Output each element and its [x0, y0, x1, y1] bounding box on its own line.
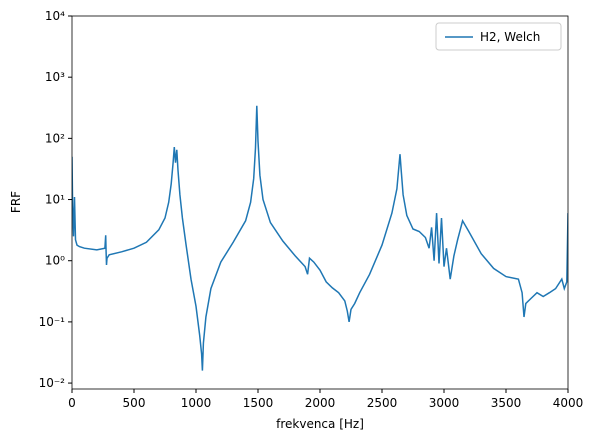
x-tick-label: 3500: [491, 396, 522, 410]
y-tick-label: 10²: [45, 131, 65, 145]
plot-frame: [71, 15, 569, 390]
x-tick-label: 3000: [429, 396, 460, 410]
x-tick-label: 1500: [243, 396, 274, 410]
x-tick-label: 1000: [181, 396, 212, 410]
y-tick-label: 10⁻²: [39, 376, 66, 390]
y-axis-label: FRF: [9, 191, 23, 213]
x-tick-label: 4000: [553, 396, 584, 410]
legend-label: H2, Welch: [480, 30, 540, 44]
y-tick-label: 10⁰: [45, 254, 65, 268]
y-tick-label: 10³: [45, 70, 65, 84]
x-tick-label: 2500: [367, 396, 398, 410]
y-tick-label: 10¹: [45, 193, 65, 207]
x-axis-label: frekvenca [Hz]: [276, 417, 364, 431]
x-tick-label: 500: [123, 396, 146, 410]
x-tick-label: 2000: [305, 396, 336, 410]
legend-box: [435, 22, 562, 51]
x-tick-label: 0: [68, 396, 76, 410]
y-tick-label: 10⁻¹: [39, 315, 66, 329]
line: [72, 105, 568, 371]
y-tick-label: 10⁴: [45, 9, 65, 23]
